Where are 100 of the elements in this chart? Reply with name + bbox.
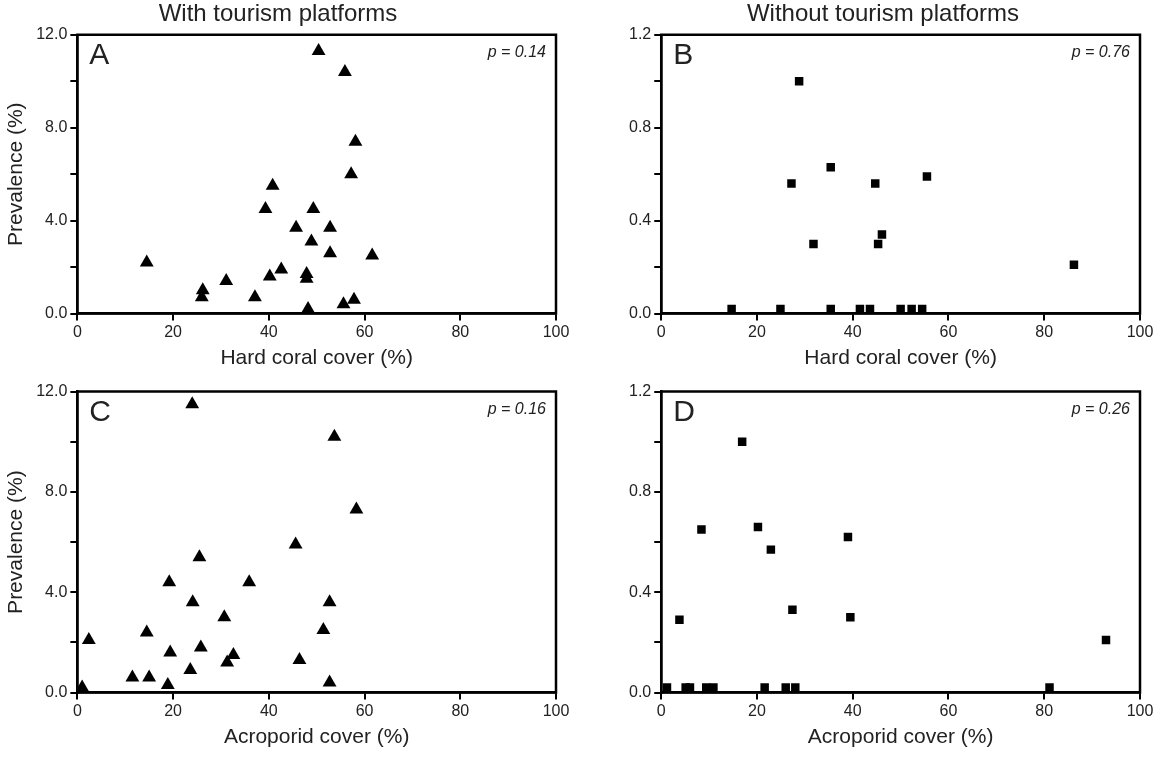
- point: [709, 683, 718, 692]
- x-axis-title: Acroporid cover (%): [807, 724, 994, 748]
- point: [871, 179, 880, 188]
- annotation: C: [89, 393, 112, 427]
- point: [760, 683, 769, 692]
- point: [311, 43, 326, 56]
- y-tick-label: 4.0: [45, 211, 68, 229]
- point: [697, 525, 706, 534]
- point: [306, 201, 321, 214]
- point: [288, 536, 303, 549]
- point: [248, 289, 262, 302]
- point: [336, 296, 351, 309]
- point: [81, 631, 96, 644]
- point: [348, 133, 363, 146]
- point: [162, 574, 177, 587]
- point: [304, 233, 319, 246]
- x-tick-label: 40: [259, 701, 278, 719]
- x-tick-label: 80: [1035, 701, 1054, 719]
- chart-title: With tourism platforms: [158, 0, 398, 27]
- annotation: D: [673, 393, 695, 427]
- annotation: p = 0.76: [1070, 43, 1131, 61]
- point: [274, 261, 289, 274]
- x-tick-label: 60: [939, 322, 958, 340]
- y-tick-label: 8.0: [45, 118, 68, 136]
- y-axis-title: Prevalence (%): [3, 470, 27, 614]
- x-axis-title: Hard coral cover (%): [804, 345, 997, 369]
- y-tick-label: 12.0: [36, 382, 68, 400]
- point: [292, 651, 307, 664]
- x-tick-label: 60: [355, 701, 374, 719]
- x-tick-label: 40: [843, 701, 862, 719]
- y-tick-label: 4.0: [45, 582, 68, 600]
- point: [258, 201, 273, 214]
- point: [289, 219, 304, 232]
- y-tick-label: 8.0: [45, 482, 68, 500]
- x-tick-label: 40: [259, 322, 278, 340]
- point: [349, 501, 364, 514]
- point: [327, 428, 342, 441]
- point: [142, 669, 157, 682]
- x-tick-label: 20: [748, 701, 766, 719]
- x-tick-label: 100: [542, 701, 570, 719]
- point: [77, 679, 90, 692]
- x-tick-label: 0: [656, 701, 666, 719]
- point: [877, 230, 887, 239]
- annotation: p = 0.26: [1070, 400, 1131, 418]
- annotation: A: [89, 37, 110, 71]
- point: [826, 162, 835, 172]
- point: [788, 605, 797, 615]
- annotation: p = 0.16: [486, 400, 547, 418]
- y-tick-label: 1.2: [628, 25, 652, 43]
- point: [217, 609, 232, 622]
- x-tick-label: 20: [164, 322, 183, 340]
- y-tick-label: 0.0: [45, 304, 68, 322]
- x-tick-label: 100: [1126, 322, 1154, 340]
- annotation: B: [673, 37, 694, 71]
- x-tick-label: 60: [939, 701, 958, 719]
- point: [262, 268, 277, 281]
- point: [219, 273, 234, 286]
- y-tick-label: 0.4: [628, 211, 652, 229]
- y-tick-label: 0.0: [628, 683, 652, 701]
- point: [125, 669, 140, 682]
- point: [139, 254, 154, 267]
- point: [675, 615, 684, 625]
- point: [322, 674, 337, 687]
- point: [846, 613, 855, 622]
- y-axis-title: Prevalence (%): [3, 102, 27, 246]
- point: [787, 179, 796, 188]
- annotation: p = 0.14: [486, 43, 547, 61]
- x-tick-label: 80: [451, 701, 470, 719]
- y-tick-label: 0.0: [45, 683, 68, 701]
- point: [185, 594, 200, 607]
- x-tick-label: 60: [355, 322, 374, 340]
- point: [922, 172, 932, 181]
- x-tick-label: 0: [656, 322, 666, 340]
- y-tick-label: 0.8: [628, 118, 652, 136]
- point: [337, 63, 352, 76]
- chart-title: Without tourism platforms: [746, 0, 1020, 27]
- point: [160, 677, 175, 690]
- point: [323, 245, 337, 258]
- point: [766, 545, 776, 554]
- point: [193, 639, 208, 652]
- point: [139, 624, 154, 637]
- point: [365, 247, 380, 260]
- point: [183, 662, 198, 675]
- point: [347, 291, 361, 304]
- point: [1045, 683, 1054, 692]
- point: [322, 594, 337, 607]
- y-tick-label: 0.0: [628, 304, 652, 322]
- point: [163, 644, 178, 657]
- x-tick-label: 100: [1126, 701, 1154, 719]
- point: [809, 239, 818, 249]
- x-tick-label: 40: [843, 322, 862, 340]
- point: [192, 549, 207, 562]
- x-tick-label: 100: [542, 322, 570, 340]
- point: [226, 646, 241, 659]
- point: [323, 219, 337, 232]
- x-tick-label: 80: [1035, 322, 1054, 340]
- x-axis-title: Hard coral cover (%): [220, 345, 413, 369]
- x-tick-label: 80: [451, 322, 470, 340]
- point: [794, 77, 804, 86]
- x-tick-label: 20: [748, 322, 766, 340]
